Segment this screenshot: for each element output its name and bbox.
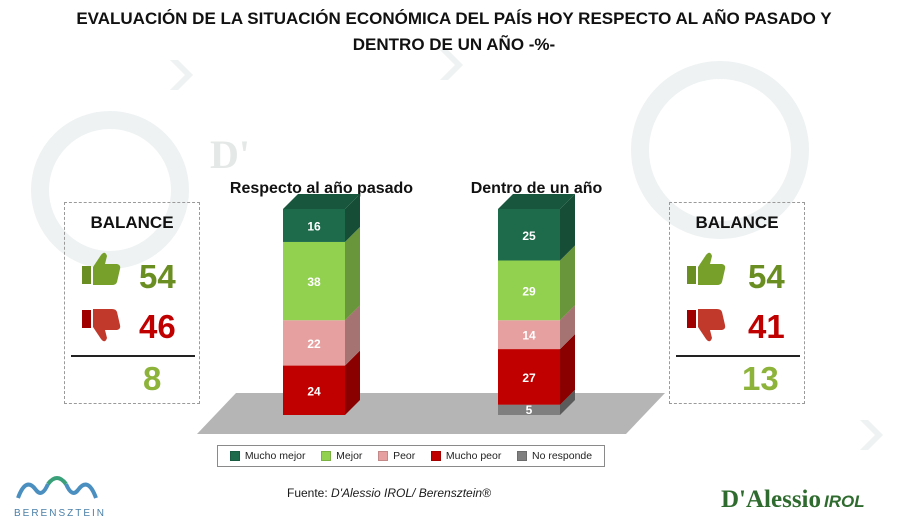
chart-title: EVALUACIÓN DE LA SITUACIÓN ECONÓMICA DEL… — [0, 6, 908, 58]
legend-item: No responde — [516, 450, 593, 462]
bar-segment: 16 — [283, 194, 360, 242]
bar-side — [345, 226, 360, 321]
bar-stack: 024223816 — [283, 194, 360, 417]
legend-item: Peor — [378, 450, 415, 462]
balance-divider — [676, 355, 800, 357]
balance-divider — [71, 355, 195, 357]
balance-box-right: BALANCE 54 41 13 — [669, 202, 805, 404]
data-label: 29 — [522, 284, 536, 298]
category-label: Dentro de un año — [471, 180, 603, 197]
bar-front — [498, 209, 560, 261]
positive-value: 54 — [748, 258, 785, 295]
thumbs-down-icon — [82, 309, 121, 342]
bar-segment: 38 — [283, 226, 360, 321]
berensztein-logo-text: BERENSZTEIN — [14, 508, 107, 519]
negative-value: 46 — [139, 308, 176, 345]
legend-label: Mejor — [336, 450, 363, 462]
bar-segment: 22 — [283, 305, 360, 366]
bar-front — [498, 349, 560, 405]
legend-label: Mucho peor — [445, 450, 502, 462]
data-label: 24 — [307, 384, 321, 398]
legend-swatch — [229, 451, 240, 461]
legend-label: No responde — [531, 450, 593, 462]
thumbs-down-icon — [687, 309, 726, 342]
bar-top — [283, 194, 360, 209]
legend-item: Mucho peor — [430, 450, 502, 462]
bar-segment: 24 — [283, 350, 360, 415]
chart-floor — [197, 393, 665, 434]
berensztein-logo-mark — [16, 476, 98, 499]
legend-swatch — [378, 451, 389, 461]
balance-title: BALANCE — [695, 213, 779, 232]
data-label: 16 — [307, 219, 321, 233]
bar-front — [283, 209, 345, 242]
thumbs-up-icon — [687, 252, 726, 285]
bar-side — [560, 245, 575, 321]
bar-front — [283, 320, 345, 366]
negative-value: 41 — [748, 308, 785, 345]
bar-side — [345, 350, 360, 415]
legend-swatch — [430, 451, 441, 461]
source-value: D'Alessio IROL/ Berensztein® — [331, 486, 491, 500]
bar-side — [560, 305, 575, 350]
positive-value: 54 — [139, 258, 176, 295]
bar-side — [560, 194, 575, 261]
bar-front — [498, 404, 560, 415]
data-label: 14 — [522, 329, 536, 343]
legend-swatch — [321, 451, 332, 461]
bar-side — [560, 334, 575, 405]
chart-title-line1: EVALUACIÓN DE LA SITUACIÓN ECONÓMICA DEL… — [76, 9, 832, 28]
bar-front — [498, 260, 560, 321]
source-label: Fuente: — [287, 486, 328, 500]
dalessio-logo-text: D'Alessio — [721, 486, 821, 513]
source-note: Fuente: D'Alessio IROL/ Berensztein® — [287, 486, 491, 500]
irol-logo-text: IROL — [824, 492, 865, 511]
chart-title-line2: DENTRO DE UN AÑO -%- — [352, 35, 556, 54]
balance-value: 13 — [742, 360, 779, 397]
bar-segment: 25 — [498, 194, 575, 261]
watermark-logo: D' — [210, 132, 250, 177]
legend-label: Peor — [393, 450, 416, 462]
bar-stack: 5 27 14 29 25 — [498, 194, 575, 417]
legend-swatch — [516, 451, 527, 461]
data-label: 38 — [307, 275, 321, 289]
bar-top — [498, 194, 575, 209]
data-label: 25 — [522, 229, 536, 243]
bar-segment: 14 — [498, 305, 575, 350]
balance-box-left: BALANCE 54 46 8 — [64, 202, 200, 404]
category-label: Respecto al año pasado — [230, 180, 413, 197]
balance-value: 8 — [143, 360, 162, 397]
balance-title: BALANCE — [90, 213, 174, 232]
bar-side — [345, 194, 360, 242]
legend-item: Mucho mejor — [229, 450, 306, 462]
berensztein-logo: BERENSZTEIN — [12, 470, 112, 526]
bar-side — [345, 305, 360, 366]
legend-label: Mucho mejor — [244, 450, 306, 462]
bar-segment: 5 — [498, 389, 575, 417]
bar-front — [498, 320, 560, 350]
data-label: 5 — [526, 403, 533, 417]
bar-front — [283, 241, 345, 321]
chart-legend: Mucho mejor Mejor Peor Mucho peor No respond… — [217, 445, 605, 467]
legend-item: Mejor — [321, 450, 362, 462]
bar-side — [560, 389, 575, 415]
bar-front — [283, 365, 345, 415]
bar-segment: 29 — [498, 245, 575, 321]
dalessio-irol-logo: D'Alessio IROL — [721, 486, 865, 514]
thumbs-up-icon — [82, 252, 121, 285]
bar-segment: 27 — [498, 334, 575, 405]
data-label: 27 — [522, 371, 536, 385]
data-label: 22 — [307, 337, 321, 351]
